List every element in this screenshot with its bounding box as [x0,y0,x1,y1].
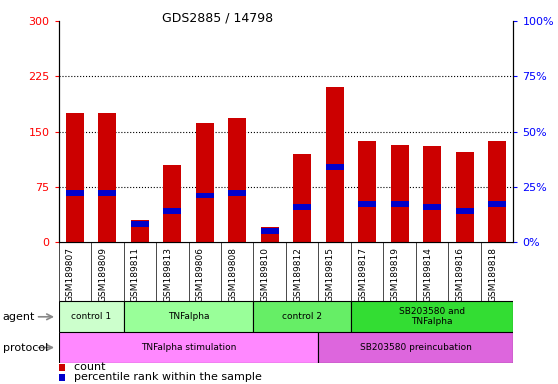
Text: GSM189813: GSM189813 [163,247,172,302]
Bar [391,145,408,242]
Text: control 1: control 1 [71,312,111,321]
Bar [131,220,149,242]
Bar [261,227,278,242]
Text: GSM189815: GSM189815 [326,247,335,302]
Text: GSM189808: GSM189808 [228,247,237,302]
Bar [488,202,506,207]
Bar [59,364,65,371]
Bar [294,204,311,210]
Text: GSM189809: GSM189809 [98,247,107,302]
Text: SB203580 preincubation: SB203580 preincubation [360,343,472,352]
Bar [163,165,181,242]
Text: GSM189806: GSM189806 [196,247,205,302]
Text: GSM189811: GSM189811 [131,247,140,302]
Bar [66,113,84,242]
Text: GSM189817: GSM189817 [358,247,367,302]
Text: GSM189814: GSM189814 [423,247,432,301]
Text: GSM189812: GSM189812 [293,247,302,301]
Text: SB203580 and
TNFalpha: SB203580 and TNFalpha [399,307,465,326]
Bar [358,202,376,207]
Text: agent: agent [3,312,35,322]
Bar [228,118,246,242]
Bar [351,301,513,332]
Text: GSM189819: GSM189819 [391,247,400,302]
Bar [98,190,116,196]
Bar [59,332,319,363]
Text: TNFalpha: TNFalpha [168,312,209,321]
Bar [228,190,246,196]
Text: GDS2885 / 14798: GDS2885 / 14798 [162,12,273,25]
Bar [59,374,65,381]
Bar [163,208,181,214]
Text: percentile rank within the sample: percentile rank within the sample [67,372,262,382]
Bar [98,113,116,242]
Text: GSM189818: GSM189818 [488,247,497,302]
Text: protocol: protocol [3,343,48,353]
Text: count: count [67,362,105,372]
Bar [253,301,351,332]
Bar [196,123,214,242]
Bar [66,190,84,196]
Bar [196,193,214,199]
Text: TNFalpha stimulation: TNFalpha stimulation [141,343,236,352]
Bar [456,152,474,242]
Text: GSM189807: GSM189807 [66,247,75,302]
Bar [123,301,253,332]
Bar [326,164,344,170]
Bar [358,141,376,242]
Bar [319,332,513,363]
Bar [456,208,474,214]
Bar [59,301,123,332]
Text: control 2: control 2 [282,312,322,321]
Bar [488,141,506,242]
Text: GSM189810: GSM189810 [261,247,270,302]
Bar [294,154,311,242]
Bar [423,204,441,210]
Text: GSM189816: GSM189816 [456,247,465,302]
Bar [391,202,408,207]
Bar [423,146,441,242]
Bar [326,88,344,242]
Bar [131,221,149,227]
Bar [261,228,278,234]
